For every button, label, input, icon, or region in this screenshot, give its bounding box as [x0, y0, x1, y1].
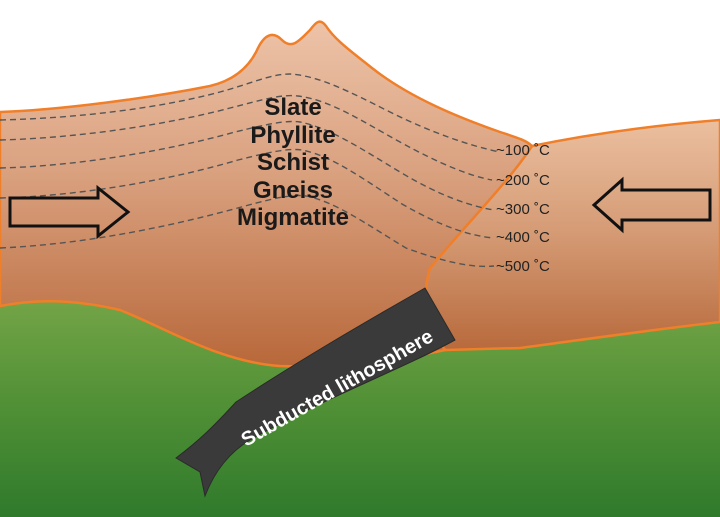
compression-arrow-right — [591, 176, 712, 234]
isotherm-label: ~300 ˚C — [496, 201, 550, 218]
isotherm-100 — [0, 73, 501, 153]
isotherm-lines — [0, 73, 501, 268]
isotherm-label: ~200 ˚C — [496, 172, 550, 189]
compression-arrow-left — [8, 184, 131, 240]
rock-type: Migmatite — [236, 204, 349, 231]
rock-type-list: Slate Phyllite Schist Gneiss Migmatite — [193, 94, 393, 232]
isotherm-300 — [0, 120, 495, 211]
isotherm-label: ~100 ˚C — [496, 142, 550, 159]
isotherm-400 — [0, 148, 495, 239]
colliding-plate — [0, 20, 534, 368]
isotherm-500 — [0, 194, 495, 268]
rock-type: Phyllite — [250, 121, 336, 149]
rock-type: Gneiss — [252, 176, 334, 204]
isotherm-label: ~400 ˚C — [496, 229, 550, 246]
isotherm-200 — [0, 94, 493, 181]
rock-type: Schist — [256, 149, 330, 176]
subducted-slab — [175, 287, 456, 498]
isotherm-label: ~500 ˚C — [496, 258, 550, 275]
rock-type: Slate — [264, 94, 322, 121]
